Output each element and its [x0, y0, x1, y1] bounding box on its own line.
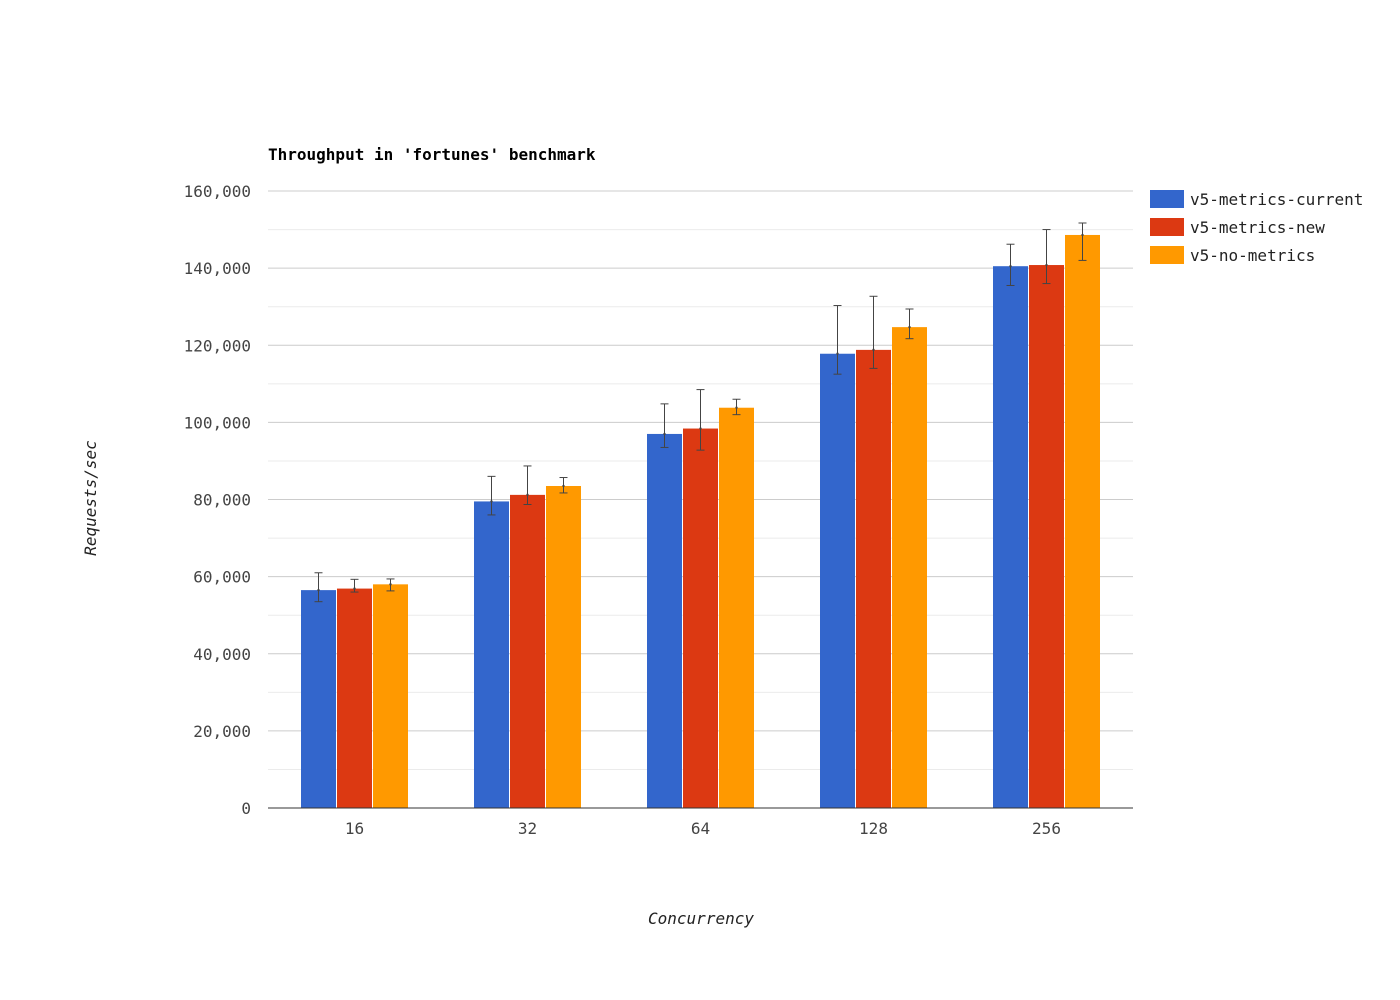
x-axis-ticks: 16 32 64 128 256 — [345, 819, 1061, 838]
bar — [993, 266, 1028, 808]
bar — [510, 494, 545, 808]
bar — [719, 407, 754, 808]
error-point — [699, 427, 702, 430]
bar — [647, 433, 682, 808]
error-point — [389, 583, 392, 586]
legend-swatch — [1150, 190, 1184, 208]
bar — [892, 327, 927, 808]
x-tick-label: 32 — [518, 819, 537, 838]
x-tick-label: 16 — [345, 819, 364, 838]
y-tick-label: 60,000 — [193, 568, 251, 587]
y-tick-label: 20,000 — [193, 722, 251, 741]
error-point — [1045, 263, 1048, 267]
bar — [373, 584, 408, 808]
error-point — [353, 587, 356, 590]
bar — [301, 590, 336, 808]
bar — [820, 353, 855, 808]
y-tick-label: 160,000 — [184, 182, 251, 201]
legend-label: v5-metrics-current — [1190, 190, 1363, 209]
x-tick-label: 64 — [691, 819, 710, 838]
legend-label: v5-no-metrics — [1190, 246, 1315, 265]
bar — [546, 486, 581, 808]
y-tick-label: 0 — [241, 799, 251, 818]
bars — [301, 234, 1100, 808]
error-point — [872, 348, 875, 352]
error-point — [562, 484, 565, 488]
error-point — [735, 406, 738, 409]
x-tick-label: 256 — [1032, 819, 1061, 838]
legend-label: v5-metrics-new — [1190, 218, 1325, 237]
legend: v5-metrics-current v5-metrics-new v5-no-me… — [1150, 190, 1363, 265]
error-point — [317, 588, 320, 592]
y-tick-label: 40,000 — [193, 645, 251, 664]
y-tick-label: 100,000 — [184, 413, 251, 432]
x-tick-label: 128 — [859, 819, 888, 838]
y-tick-label: 80,000 — [193, 491, 251, 510]
legend-swatch — [1150, 218, 1184, 236]
error-point — [663, 432, 666, 436]
y-axis-title: Requests/sec — [81, 440, 100, 556]
bar — [856, 349, 891, 808]
error-bars — [314, 222, 1087, 603]
error-point — [836, 352, 839, 355]
error-point — [526, 493, 529, 497]
bar — [683, 428, 718, 808]
error-point — [490, 500, 493, 503]
error-point — [1009, 264, 1012, 268]
y-axis-ticks: 0 20,000 40,000 60,000 80,000 100,000 120,000 1… — [184, 182, 251, 818]
bar — [1065, 234, 1100, 808]
error-point — [908, 325, 911, 329]
x-axis-title: Concurrency — [648, 909, 754, 928]
bar — [474, 501, 509, 808]
chart-title: Throughput in 'fortunes' benchmark — [268, 145, 596, 164]
y-tick-label: 120,000 — [184, 336, 251, 355]
y-tick-label: 140,000 — [184, 259, 251, 278]
bar — [1029, 265, 1064, 808]
legend-swatch — [1150, 246, 1184, 264]
error-point — [1081, 233, 1084, 237]
bar — [337, 588, 372, 808]
